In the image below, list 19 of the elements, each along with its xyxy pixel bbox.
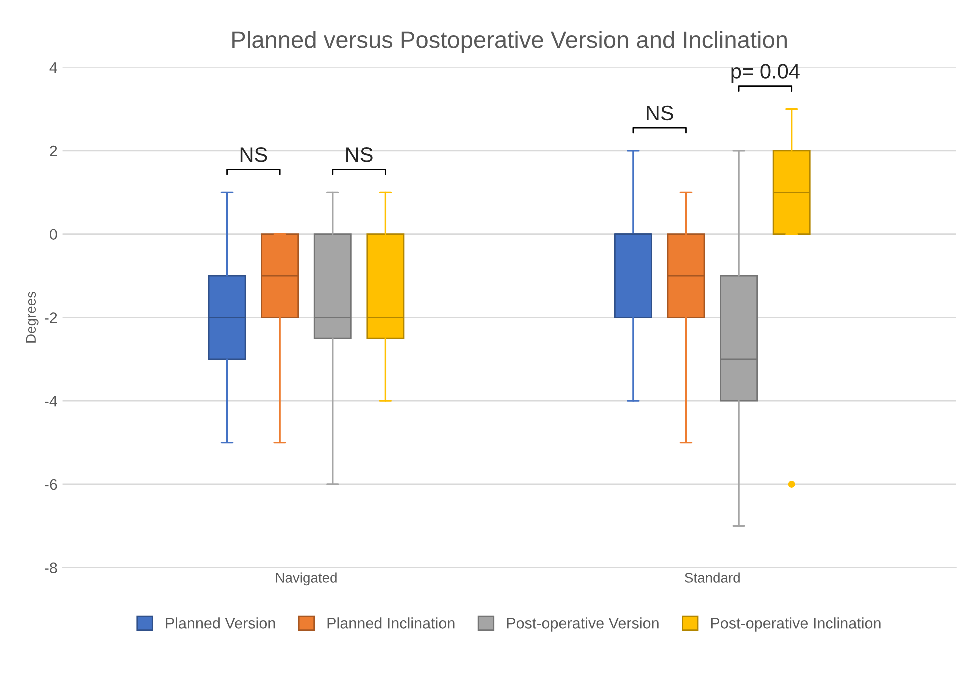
legend-label: Post-operative Version [507,618,659,632]
annotation: NS [240,148,268,162]
y-tick-label: 2 [50,146,58,157]
chart-title: Planned versus Postoperative Version and Inclination [232,31,787,54]
y-tick-label: -6 [45,479,58,490]
y-tick-label: -4 [45,396,58,407]
y-axis-title: Degrees [26,292,39,343]
x-tick-label: Standard [685,572,740,583]
y-tick-label: -2 [45,312,58,324]
annotation: NS [647,106,674,121]
y-tick-label: 0 [50,229,58,240]
legend-label: Post-operative Inclination [711,618,881,632]
legend-label: Planned Inclination [328,618,455,629]
x-tick-label: Navigated [276,572,337,586]
y-tick-label: 4 [50,62,58,74]
annotation: p= 0.04 [732,64,800,84]
legend-label: Planned Version [166,618,276,629]
annotation: NS [346,148,373,162]
y-tick-label: -8 [45,562,58,574]
